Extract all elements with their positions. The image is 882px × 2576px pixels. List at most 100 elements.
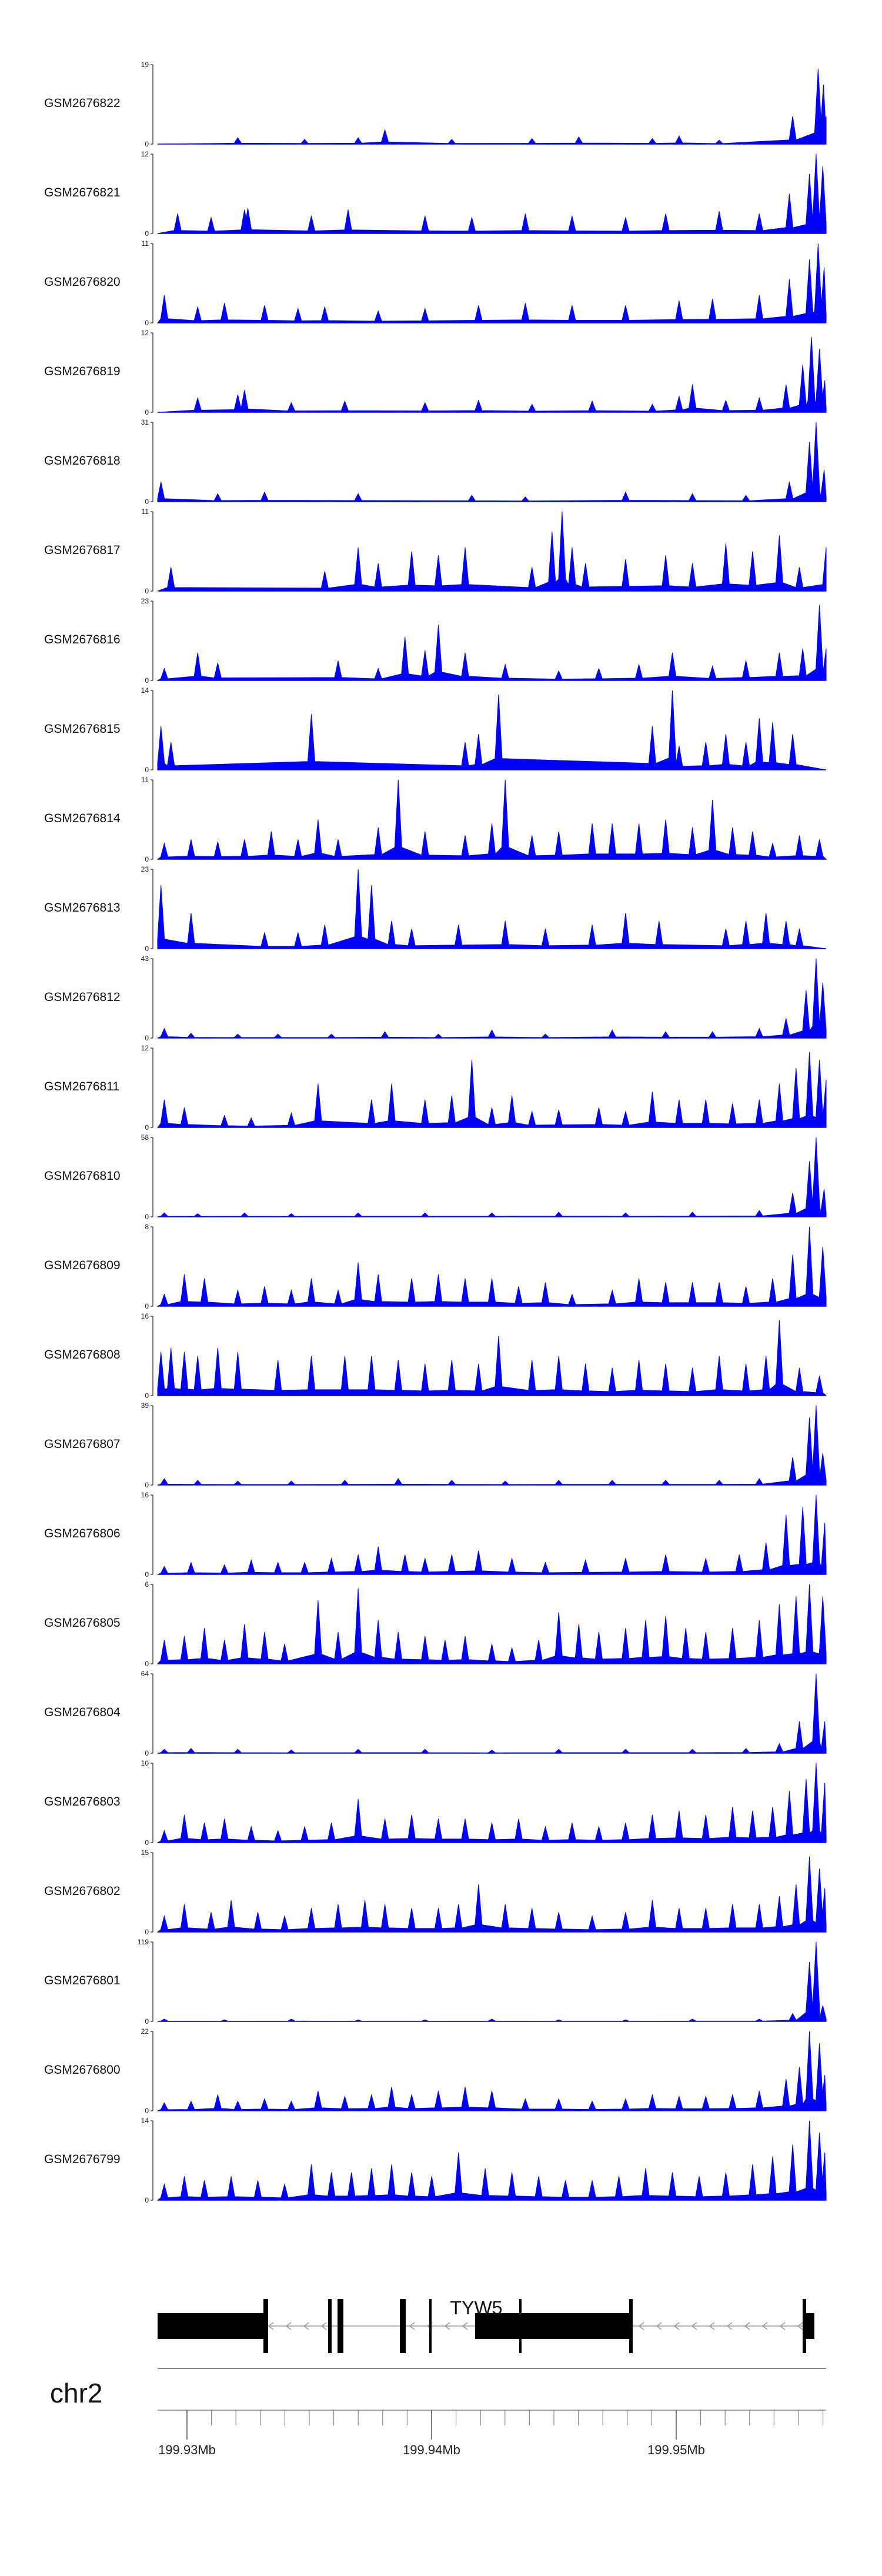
strand-arrow <box>779 2322 786 2330</box>
track-label: GSM2676808 <box>44 1348 121 1362</box>
strand-arrow <box>761 2322 768 2330</box>
axis-tick-label: 199.94Mb <box>403 2442 460 2457</box>
track-gsm2676810: GSM2676810 58 0 <box>44 1133 827 1221</box>
coverage-area <box>157 1320 827 1396</box>
y-min-label: 0 <box>145 2107 149 2115</box>
y-max-label: 23 <box>141 597 149 605</box>
track-gsm2676822: GSM2676822 19 0 <box>44 61 827 148</box>
y-max-label: 119 <box>138 1938 149 1946</box>
strand-arrow <box>709 2322 715 2330</box>
coverage-area <box>156 1226 827 1307</box>
track-label: GSM2676819 <box>44 365 121 378</box>
track-label: GSM2676806 <box>44 1527 121 1540</box>
strand-arrow <box>268 2322 274 2330</box>
chromosome-label: chr2 <box>50 2378 102 2408</box>
exon <box>263 2299 268 2353</box>
strand-arrow <box>673 2322 680 2330</box>
y-min-label: 0 <box>145 1302 149 1310</box>
track-label: GSM2676818 <box>44 454 121 468</box>
track-label: GSM2676821 <box>44 186 121 199</box>
exon <box>475 2313 632 2339</box>
exon <box>803 2299 806 2353</box>
track-label: GSM2676815 <box>44 722 121 736</box>
track-gsm2676819: GSM2676819 12 0 <box>44 329 827 416</box>
track-gsm2676813: GSM2676813 23 0 <box>44 865 827 953</box>
y-max-label: 39 <box>141 1402 149 1410</box>
y-max-label: 12 <box>141 1044 149 1052</box>
y-max-label: 11 <box>142 776 149 784</box>
gene-structure <box>158 2299 814 2353</box>
y-min-label: 0 <box>145 498 149 506</box>
track-label: GSM2676803 <box>44 1795 121 1808</box>
track-label: GSM2676807 <box>44 1437 121 1451</box>
coordinate-axis: 199.93Mb 199.94Mb 199.95Mb <box>158 2410 826 2457</box>
track-gsm2676812: GSM2676812 43 0 <box>44 955 827 1042</box>
track-gsm2676820: GSM2676820 11 0 <box>44 239 827 327</box>
coverage-area <box>157 1405 827 1486</box>
coverage-area <box>156 2120 827 2201</box>
y-min-label: 0 <box>145 408 149 416</box>
y-max-label: 12 <box>141 329 149 337</box>
strand-arrow <box>656 2322 662 2330</box>
strand-arrow <box>462 2322 468 2330</box>
coverage-area <box>157 1137 827 1217</box>
track-label: GSM2676813 <box>44 901 121 915</box>
track-gsm2676815: GSM2676815 14 0 <box>44 686 827 774</box>
coverage-area <box>156 1763 827 1843</box>
track-gsm2676818: GSM2676818 31 0 <box>44 418 827 506</box>
genome-axis: chr2 199.93Mb 199.94Mb 199.95Mb <box>50 2368 826 2457</box>
coverage-area <box>156 779 827 860</box>
y-min-label: 0 <box>145 229 149 238</box>
y-max-label: 22 <box>141 2027 149 2036</box>
coverage-area <box>157 2031 827 2111</box>
exon <box>158 2313 263 2339</box>
track-label: GSM2676802 <box>44 1884 121 1898</box>
track-label: GSM2676820 <box>44 275 121 289</box>
y-max-label: 64 <box>141 1670 149 1678</box>
y-min-label: 0 <box>145 2196 149 2204</box>
track-gsm2676803: GSM2676803 10 0 <box>44 1759 827 1847</box>
y-max-label: 58 <box>141 1133 149 1142</box>
track-gsm2676806: GSM2676806 16 0 <box>44 1491 827 1579</box>
strand-arrow <box>444 2322 450 2330</box>
track-gsm2676814: GSM2676814 11 0 <box>44 776 827 863</box>
track-label: GSM2676817 <box>44 543 121 557</box>
track-gsm2676802: GSM2676802 15 0 <box>44 1848 827 1936</box>
y-min-label: 0 <box>145 587 149 595</box>
track-gsm2676801: GSM2676801 119 0 <box>44 1938 827 2026</box>
exon <box>400 2299 406 2353</box>
track-label: GSM2676805 <box>44 1616 121 1630</box>
track-gsm2676811: GSM2676811 12 0 <box>44 1044 827 1132</box>
y-max-label: 6 <box>145 1580 149 1589</box>
coverage-area <box>157 336 827 413</box>
track-gsm2676809: GSM2676809 8 0 <box>44 1223 827 1310</box>
track-label: GSM2676822 <box>44 96 121 110</box>
coverage-area <box>156 1856 827 1933</box>
y-max-label: 14 <box>141 2117 149 2125</box>
y-max-label: 19 <box>141 61 149 69</box>
track-gsm2676807: GSM2676807 39 0 <box>44 1402 827 1489</box>
coverage-area <box>157 68 827 145</box>
track-gsm2676799: GSM2676799 14 0 <box>44 2117 827 2204</box>
y-max-label: 11 <box>142 508 149 516</box>
axis-tick-label: 199.93Mb <box>158 2442 216 2457</box>
track-gsm2676800: GSM2676800 22 0 <box>44 2027 827 2115</box>
strand-arrow <box>744 2322 750 2330</box>
y-min-label: 0 <box>145 1570 149 1579</box>
coverage-area <box>157 958 827 1039</box>
strand-arrow <box>303 2322 309 2330</box>
y-min-label: 0 <box>145 1749 149 1757</box>
y-max-label: 31 <box>141 418 149 426</box>
track-label: GSM2676812 <box>44 990 121 1004</box>
exon <box>629 2299 633 2353</box>
y-min-label: 0 <box>145 945 149 953</box>
y-max-label: 43 <box>141 955 149 963</box>
track-label: GSM2676816 <box>44 633 121 646</box>
y-max-label: 23 <box>141 865 149 873</box>
strand-arrow <box>691 2322 697 2330</box>
strand-arrow <box>320 2322 327 2330</box>
track-label: GSM2676800 <box>44 2063 121 2077</box>
y-min-label: 0 <box>145 140 149 148</box>
coverage-area <box>157 690 827 770</box>
track-label: GSM2676804 <box>44 1706 121 1719</box>
